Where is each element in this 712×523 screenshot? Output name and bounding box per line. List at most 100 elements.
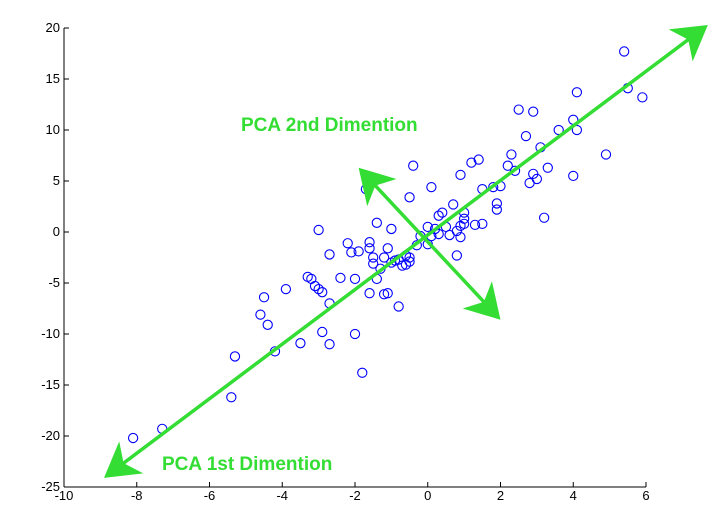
data-point [404,192,415,203]
data-point [364,288,375,299]
data-point [491,198,503,209]
data-point [502,160,513,171]
data-point [317,287,328,298]
data-point [368,258,379,269]
data-point [255,309,266,320]
data-point [433,228,444,240]
data-point [408,160,419,171]
pca-1st-dimension-annotation: PCA 1st Dimention [104,24,708,478]
data-point [404,252,415,263]
data-point [382,243,393,254]
data-point [477,218,488,229]
data-point [637,92,648,103]
data-point [324,249,335,260]
y-tick-label: 20 [46,20,60,35]
data-point [371,217,382,228]
data-point [451,250,462,261]
arrow-head [104,441,144,478]
data-point [295,338,306,349]
data-point [455,169,466,181]
data-point [313,283,324,295]
data-point [342,238,353,249]
plot-area: -10 -8 -6 -4 -2 0 2 4 6 -25 -2 0 -15 -10 -5 0 5 10 15 20 P… [41,20,708,503]
data-point [226,392,237,403]
data-point [571,87,583,98]
data-point [619,46,630,57]
data-point [357,367,368,378]
data-point [513,104,524,115]
data-point [539,212,550,223]
x-tick-label: -10 [55,488,74,503]
data-point [393,301,404,312]
data-point [568,170,579,182]
data-point [451,225,462,237]
x-tick-label: -6 [204,488,216,503]
data-point [127,432,139,444]
y-tick-label: -5 [48,275,60,290]
data-point [542,162,553,173]
data-point [280,283,292,295]
data-point [448,199,459,210]
data-point [368,252,379,263]
data-point [349,273,361,285]
data-point [309,280,321,292]
data-point [528,106,539,117]
data-point [433,210,444,221]
annotation-label: PCA 1st Dimention [162,454,332,475]
x-ticks: -10 -8 -6 -4 -2 0 2 4 6 [55,482,650,503]
data-point [520,130,532,142]
y-tick-label: 10 [46,122,60,137]
data-point [364,243,375,254]
arrow-head [668,24,708,62]
data-point [324,339,335,350]
x-tick-label: 4 [570,488,577,503]
data-point [473,154,484,165]
y-tick-label: -25 [41,479,60,494]
data-point [506,149,517,160]
data-point [364,237,375,248]
data-point [600,149,612,160]
x-tick-label: -4 [276,488,288,503]
data-point [382,288,393,299]
data-point [528,168,539,180]
x-tick-label: 2 [497,488,504,503]
y-tick-label: 0 [53,224,60,239]
data-point [429,223,441,235]
arrow-line [118,35,693,468]
data-point [378,252,390,263]
arrow-head [358,167,397,207]
data-point [229,351,241,362]
data-point [426,181,437,193]
data-point [458,218,470,229]
data-point [488,181,499,193]
data-point [349,328,361,340]
data-point [455,231,466,243]
data-point [313,224,324,236]
y-tick-label: 15 [46,71,60,86]
x-tick-label: 0 [424,488,431,503]
y-tick-label: -10 [41,326,60,341]
x-tick-label: -2 [349,488,361,503]
data-points [127,46,648,444]
data-point [531,173,543,185]
arrow-line [371,181,489,307]
annotation-label: PCA 2nd Dimention [241,115,418,136]
data-point [469,219,481,231]
data-point [258,292,270,303]
data-point [466,157,477,168]
x-tick-label: -8 [131,488,143,503]
x-tick-label: 6 [642,488,649,503]
data-point [571,124,583,136]
data-point [317,326,328,338]
data-point [386,223,397,235]
y-tick-label: 5 [53,173,60,188]
data-point [553,124,564,136]
data-point [262,319,273,330]
y-tick-label: -15 [41,377,60,392]
y-ticks: -25 -20 -15 -10 -5 0 5 10 15 20 [41,20,69,494]
annotations: PCA 2nd Dimention PCA 1st Dimention [104,24,708,478]
data-point [353,246,364,257]
data-point [458,213,470,224]
arrow-head [462,281,501,320]
